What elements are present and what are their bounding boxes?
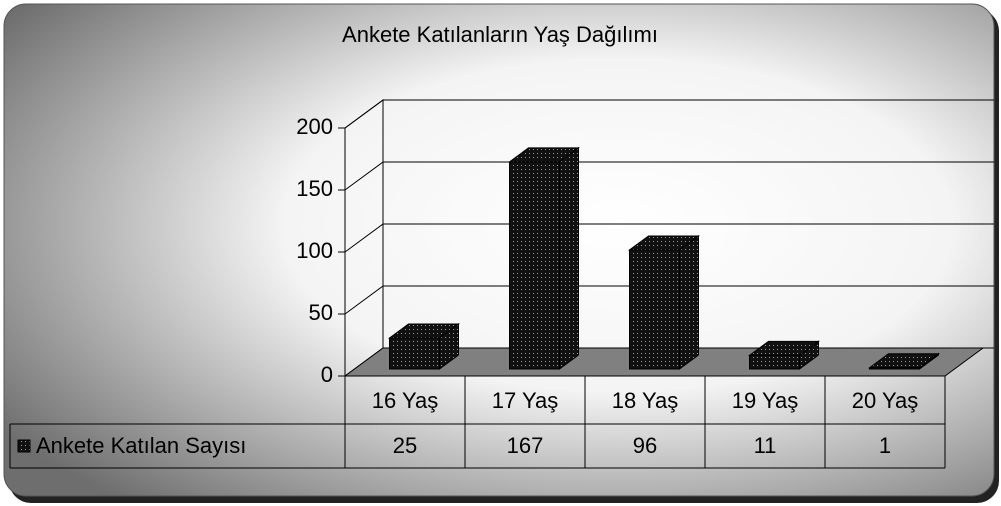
grid-line	[344, 99, 994, 129]
bar-front	[509, 161, 560, 370]
grid-line	[344, 285, 994, 315]
frame	[3, 3, 995, 497]
table-value: 96	[633, 433, 657, 458]
table-value: 1	[879, 433, 891, 458]
x-tick-label: 19 Yaş	[732, 388, 798, 413]
bar-front	[629, 249, 680, 370]
bar	[627, 234, 701, 370]
x-tick-label: 16 Yaş	[372, 388, 438, 413]
grid-line	[344, 223, 994, 253]
y-tick-label: 100	[296, 238, 333, 263]
bar	[747, 340, 821, 370]
table-value: 11	[754, 433, 777, 458]
legend-label: Ankete Katılan Sayısı	[36, 433, 246, 458]
y-tick-label: 50	[309, 300, 333, 325]
plot	[9, 99, 994, 469]
bar-side	[679, 234, 699, 370]
table-value: 167	[507, 433, 544, 458]
y-tick-label: 150	[296, 176, 333, 201]
y-tick-label: 0	[321, 362, 333, 387]
chart-title: Ankete Katılanların Yaş Dağılımı	[342, 22, 658, 47]
legend-key	[17, 439, 31, 453]
x-tick-label: 17 Yaş	[492, 388, 558, 413]
bar-side	[559, 146, 579, 370]
bar	[867, 352, 941, 370]
x-tick-label: 18 Yaş	[612, 388, 678, 413]
bar-front	[749, 354, 800, 370]
grid-line	[344, 161, 994, 191]
y-tick-label: 200	[296, 114, 333, 139]
bar	[507, 146, 581, 370]
bar-front	[389, 337, 440, 370]
bar	[387, 323, 461, 370]
table-value: 25	[393, 433, 417, 458]
x-tick-label: 20 Yaş	[852, 388, 918, 413]
bar-front	[869, 367, 920, 370]
